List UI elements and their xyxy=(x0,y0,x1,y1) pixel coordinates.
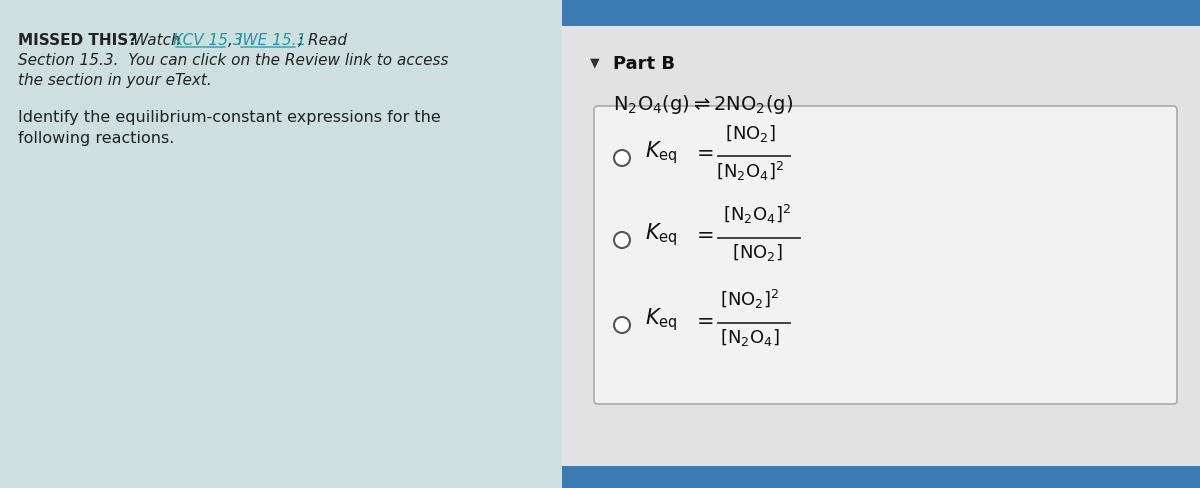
Text: $\mathrm{N_2O_4(g) \rightleftharpoons 2NO_2(g)}$: $\mathrm{N_2O_4(g) \rightleftharpoons 2N… xyxy=(613,93,793,116)
Text: IWE 15.1: IWE 15.1 xyxy=(238,33,306,48)
Text: $=$: $=$ xyxy=(692,225,714,244)
Text: Section 15.3.  You can click on the Review link to access: Section 15.3. You can click on the Revie… xyxy=(18,53,449,68)
Text: ; Read: ; Read xyxy=(298,33,347,48)
Text: the section in your eText.: the section in your eText. xyxy=(18,73,211,88)
FancyBboxPatch shape xyxy=(562,0,1200,26)
Text: $[\mathrm{N_2O_4}]^2$: $[\mathrm{N_2O_4}]^2$ xyxy=(724,203,791,226)
Text: ▼: ▼ xyxy=(590,56,600,69)
FancyBboxPatch shape xyxy=(0,0,562,488)
Text: $K_\mathrm{eq}$: $K_\mathrm{eq}$ xyxy=(646,140,678,166)
FancyBboxPatch shape xyxy=(562,466,1200,488)
Text: Part B: Part B xyxy=(613,55,674,73)
Text: $[\mathrm{N_2O_4}]^2$: $[\mathrm{N_2O_4}]^2$ xyxy=(716,160,784,183)
Text: $=$: $=$ xyxy=(692,310,714,329)
Text: $[\mathrm{N_2O_4}]$: $[\mathrm{N_2O_4}]$ xyxy=(720,327,780,348)
Text: $[\mathrm{NO_2}]$: $[\mathrm{NO_2}]$ xyxy=(725,123,775,144)
Text: $K_\mathrm{eq}$: $K_\mathrm{eq}$ xyxy=(646,306,678,333)
Text: $=$: $=$ xyxy=(692,143,714,163)
Circle shape xyxy=(614,150,630,166)
Text: $K_\mathrm{eq}$: $K_\mathrm{eq}$ xyxy=(646,222,678,248)
Text: KCV 15.3: KCV 15.3 xyxy=(173,33,242,48)
Text: ,: , xyxy=(228,33,238,48)
Circle shape xyxy=(614,232,630,248)
Text: Identify the equilibrium-constant expressions for the: Identify the equilibrium-constant expres… xyxy=(18,110,440,125)
FancyBboxPatch shape xyxy=(562,0,1200,488)
Text: MISSED THIS?: MISSED THIS? xyxy=(18,33,137,48)
Text: Watch: Watch xyxy=(133,33,186,48)
Circle shape xyxy=(614,317,630,333)
FancyBboxPatch shape xyxy=(594,106,1177,404)
Text: $[\mathrm{NO_2}]$: $[\mathrm{NO_2}]$ xyxy=(732,242,782,263)
Text: $[\mathrm{NO_2}]^2$: $[\mathrm{NO_2}]^2$ xyxy=(720,288,780,311)
Text: following reactions.: following reactions. xyxy=(18,131,174,146)
